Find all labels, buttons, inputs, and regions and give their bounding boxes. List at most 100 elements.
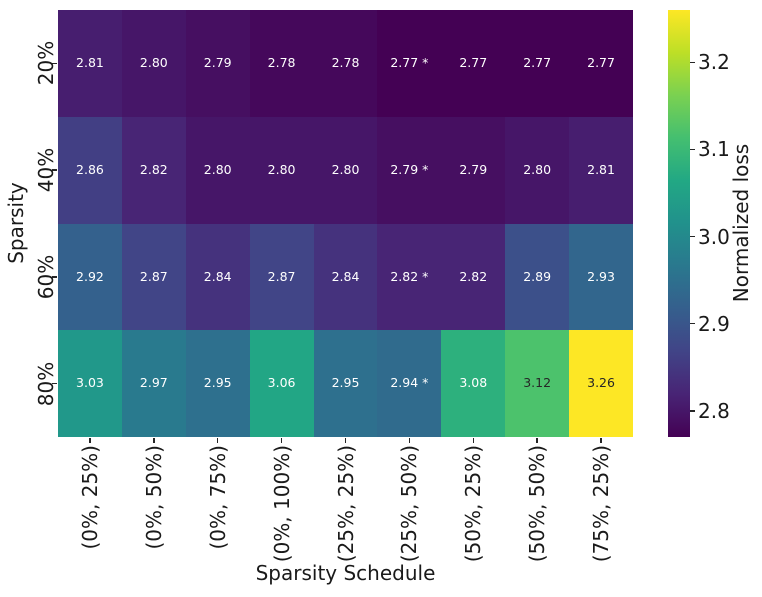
heatmap-cell: 3.08 xyxy=(441,330,506,437)
y-axis-title: Sparsity xyxy=(4,182,28,264)
y-tick-label: 20% xyxy=(34,41,58,86)
heatmap-cell: 2.84 xyxy=(313,223,378,331)
cell-value: 3.03 xyxy=(76,375,104,391)
cell-value: 2.84 xyxy=(203,268,232,284)
heatmap-grid: 2.81 2.80 2.79 2.78 2.78 2.77 * 2.77 2.77 2.77 2.… xyxy=(58,10,633,437)
cell-value: 3.06 xyxy=(267,375,296,391)
cell-value: 3.26 xyxy=(587,375,615,391)
heatmap-cell: 2.97 xyxy=(121,330,186,437)
heatmap-cell: 2.80 xyxy=(185,116,250,224)
heatmap-cell: 2.94 * xyxy=(377,330,442,437)
y-tick-label: 60% xyxy=(34,254,58,300)
heatmap-cell: 2.79 xyxy=(185,10,250,117)
heatmap-cell: 2.89 xyxy=(505,223,570,331)
heatmap-cell: 3.03 xyxy=(58,330,122,437)
cell-value: 2.77 * xyxy=(390,55,429,71)
cell-value: 2.80 xyxy=(267,161,296,177)
cell-value: 2.79 xyxy=(459,161,488,177)
cell-value: 2.81 xyxy=(587,161,615,177)
x-tick-mark xyxy=(408,438,411,443)
x-tick-label: (75%, 25%) xyxy=(589,445,614,563)
heatmap-cell: 2.80 xyxy=(313,116,378,224)
heatmap-cell: 2.84 xyxy=(185,223,250,331)
heatmap-cell: 2.80 xyxy=(505,116,570,224)
cell-value: 2.82 xyxy=(139,161,168,177)
heatmap-cell: 2.78 xyxy=(249,10,314,117)
x-tick-mark xyxy=(89,438,91,443)
colorbar-tick-mark xyxy=(690,235,695,238)
heatmap-cell: 2.86 xyxy=(58,116,122,224)
cell-value: 2.82 xyxy=(459,268,488,284)
x-tick-mark xyxy=(153,438,155,443)
colorbar xyxy=(668,10,690,437)
x-tick-mark xyxy=(600,438,602,443)
heatmap-cell: 3.06 xyxy=(249,330,314,437)
x-tick-label: (50%, 25%) xyxy=(461,445,486,563)
cell-value: 2.77 xyxy=(587,55,615,71)
cell-value: 2.95 xyxy=(331,375,360,391)
y-tick-mark xyxy=(52,276,57,278)
y-tick-mark xyxy=(52,169,57,171)
cell-value: 2.94 * xyxy=(390,375,429,391)
heatmap-cell: 2.93 xyxy=(569,223,633,331)
cell-value: 2.97 xyxy=(139,375,168,391)
x-tick-label: (25%, 50%) xyxy=(397,445,422,563)
y-tick-mark xyxy=(52,62,57,65)
cell-value: 2.80 xyxy=(139,55,168,71)
cell-value: 2.86 xyxy=(76,161,104,177)
heatmap-cell: 2.81 xyxy=(569,116,633,224)
cell-value: 3.08 xyxy=(459,375,488,391)
x-tick-mark xyxy=(344,438,347,443)
colorbar-tick-label: 2.8 xyxy=(698,398,730,423)
cell-value: 2.78 xyxy=(267,55,296,71)
y-tick-mark xyxy=(52,382,57,385)
heatmap-cell: 3.26 xyxy=(569,330,633,437)
cell-value: 2.87 xyxy=(139,268,168,284)
colorbar-tick-mark xyxy=(690,61,695,64)
heatmap-cell: 2.81 xyxy=(58,10,122,117)
heatmap-cell: 2.77 xyxy=(505,10,570,117)
heatmap-cell: 2.95 xyxy=(185,330,250,437)
heatmap-cell: 2.95 xyxy=(313,330,378,437)
heatmap-cell: 2.77 xyxy=(569,10,633,117)
y-tick-label: 80% xyxy=(34,361,58,406)
x-tick-mark xyxy=(472,438,475,443)
cell-value: 2.77 xyxy=(523,55,552,71)
heatmap-cell: 2.79 xyxy=(441,116,506,224)
colorbar-tick-label: 2.9 xyxy=(698,311,730,336)
x-axis-title: Sparsity Schedule xyxy=(255,561,436,585)
colorbar-tick-mark xyxy=(690,322,695,325)
cell-value: 2.92 xyxy=(76,268,104,284)
x-tick-mark xyxy=(280,438,283,443)
heatmap-cell: 2.82 xyxy=(121,116,186,224)
x-tick-label: (0%, 100%) xyxy=(269,445,294,563)
x-tick-label: (0%, 50%) xyxy=(141,445,166,550)
colorbar-tick-label: 3.0 xyxy=(698,224,730,249)
colorbar-tick-mark xyxy=(690,148,695,151)
heatmap-cell: 2.92 xyxy=(58,223,122,331)
colorbar-title: Normalized loss xyxy=(729,143,753,303)
y-tick-label: 40% xyxy=(34,147,58,193)
x-tick-label: (0%, 25%) xyxy=(77,445,102,550)
x-tick-mark xyxy=(536,438,538,443)
colorbar-tick-mark xyxy=(690,410,695,412)
cell-value: 2.93 xyxy=(587,268,615,284)
cell-value: 2.95 xyxy=(203,375,232,391)
heatmap-cell: 2.82 * xyxy=(377,223,442,331)
cell-value: 2.80 xyxy=(331,161,360,177)
cell-value: 2.79 * xyxy=(390,161,429,177)
colorbar-tick-label: 3.1 xyxy=(698,137,730,162)
x-tick-label: (50%, 50%) xyxy=(525,445,550,563)
cell-value: 2.87 xyxy=(267,268,296,284)
x-tick-label: (0%, 75%) xyxy=(205,445,230,550)
heatmap-cell: 2.77 xyxy=(441,10,506,117)
heatmap-cell: 2.80 xyxy=(249,116,314,224)
cell-value: 2.78 xyxy=(331,55,360,71)
cell-value: 2.82 * xyxy=(390,268,429,284)
colorbar-tick-label: 3.2 xyxy=(698,50,730,75)
cell-value: 2.89 xyxy=(523,268,552,284)
cell-value: 2.81 xyxy=(76,55,104,71)
heatmap-cell: 2.79 * xyxy=(377,116,442,224)
cell-value: 2.80 xyxy=(523,161,552,177)
heatmap-cell: 2.78 xyxy=(313,10,378,117)
